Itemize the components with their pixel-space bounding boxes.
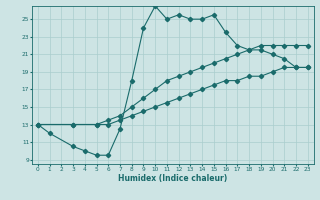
- X-axis label: Humidex (Indice chaleur): Humidex (Indice chaleur): [118, 174, 228, 183]
